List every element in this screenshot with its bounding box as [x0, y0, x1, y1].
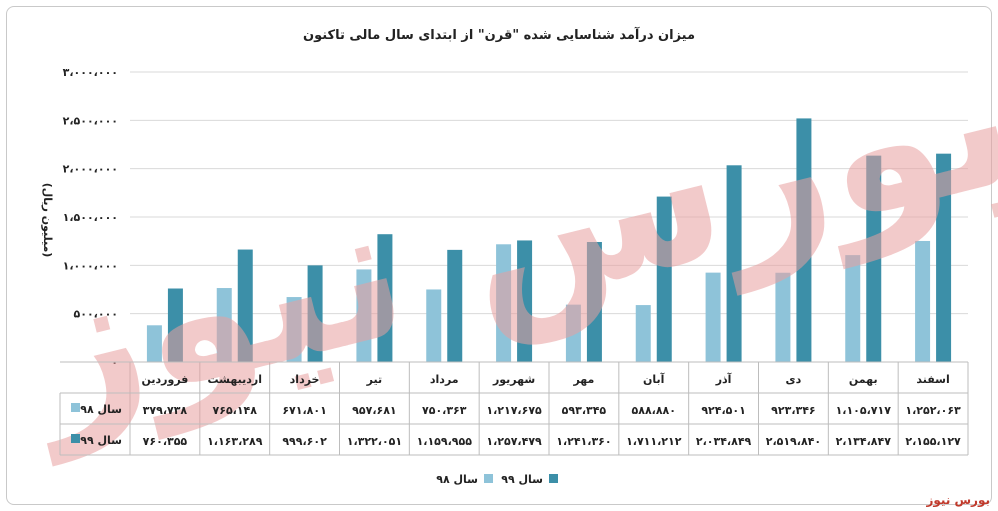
y-axis-label: (میلیون ریال)	[41, 183, 54, 258]
data-label: ۲،۰۳۴،۸۴۹	[696, 435, 752, 448]
data-label: ۲،۱۵۵،۱۲۷	[905, 435, 961, 448]
category-label: آذر	[715, 372, 732, 386]
chart-title: میزان درآمد شناسایی شده "قرن" از ابتدای …	[303, 26, 695, 43]
bar-98-3	[356, 269, 372, 362]
data-table: فروردین ۳۷۹،۷۳۸ ۷۶۰،۳۵۵ اردیبهشت ۷۶۵،۱۴۸ ۱،۱۶…	[59, 361, 968, 456]
legend-label: سال ۹۹	[501, 473, 543, 486]
bar-98-0	[146, 325, 162, 362]
legend: سال ۹۹ سال ۹۸	[436, 473, 558, 486]
data-label: ۱،۱۰۵،۷۱۷	[836, 404, 892, 417]
data-label: ۹۲۳،۳۴۶	[771, 404, 815, 417]
bar-99-3	[377, 234, 393, 362]
y-tick-label: ۱،۵۰۰،۰۰۰	[63, 211, 118, 224]
bar-99-7	[656, 196, 672, 362]
data-label: ۳۷۹،۷۳۸	[143, 404, 188, 417]
bar-98-5	[496, 244, 512, 362]
bar-98-6	[565, 304, 581, 362]
data-label: ۹۹۹،۶۰۲	[282, 435, 327, 448]
row-header-label: سال ۹۸	[80, 403, 122, 416]
data-label: ۱،۱۶۳،۲۸۹	[207, 435, 263, 448]
bar-99-1	[237, 249, 253, 362]
y-tick-label: ۲،۰۰۰،۰۰۰	[63, 163, 118, 176]
bar-98-8	[705, 272, 721, 362]
data-label: ۵۹۳،۳۴۵	[562, 404, 607, 417]
category-label: بهمن	[849, 373, 878, 386]
category-label: آبان	[643, 372, 665, 386]
brand-logo: بورس نیوز	[926, 493, 990, 507]
data-label: ۱،۲۴۱،۳۶۰	[556, 435, 611, 448]
bars	[146, 118, 952, 362]
bar-99-11	[936, 153, 952, 362]
data-label: ۷۵۰،۳۶۳	[422, 404, 467, 417]
y-tick-label: ۵۰۰،۰۰۰	[74, 308, 118, 321]
y-tick-label: ۲،۵۰۰،۰۰۰	[63, 114, 118, 127]
data-label: ۷۶۰،۳۵۵	[143, 435, 188, 448]
bar-99-9	[796, 118, 812, 362]
row-key-swatch	[71, 403, 80, 412]
bar-98-9	[775, 272, 791, 362]
bar-99-6	[586, 242, 602, 362]
data-label: ۱،۷۱۱،۲۱۲	[626, 435, 682, 448]
bar-98-1	[216, 288, 232, 362]
data-label: ۷۶۵،۱۴۸	[213, 404, 258, 417]
data-label: ۹۵۷،۶۸۱	[352, 404, 396, 417]
category-label: مرداد	[430, 373, 459, 386]
data-label: ۱،۲۱۷،۶۷۵	[486, 404, 542, 417]
watermark-text: بورس نیوز	[0, 6, 998, 468]
row-key-swatch	[71, 434, 80, 443]
category-label: شهریور	[492, 373, 535, 386]
legend-swatch	[549, 474, 558, 483]
bar-98-4	[426, 289, 442, 362]
category-label: تیر	[366, 373, 382, 386]
bar-99-5	[517, 240, 533, 362]
bar-99-10	[866, 155, 882, 362]
bar-98-11	[915, 240, 931, 362]
y-tick-label: ۱،۰۰۰،۰۰۰	[63, 259, 118, 272]
category-label: اسفند	[916, 373, 949, 386]
bar-99-2	[307, 265, 323, 362]
category-label: خرداد	[290, 373, 320, 386]
category-label: مهر	[572, 373, 594, 386]
watermark-logo: بورس نیوز	[0, 6, 998, 468]
data-label: ۱،۳۲۲،۰۵۱	[347, 435, 402, 448]
legend-swatch	[484, 474, 493, 483]
bar-98-7	[635, 305, 651, 362]
data-label: ۲،۱۳۴،۸۴۷	[836, 435, 892, 448]
y-tick-label: ۳،۰۰۰،۰۰۰	[63, 66, 118, 79]
row-header-label: سال ۹۹	[80, 434, 122, 447]
bar-99-4	[447, 249, 463, 362]
data-label: ۱،۲۵۲،۰۶۳	[905, 404, 961, 417]
data-label: ۵۸۸،۸۸۰	[632, 404, 676, 417]
data-label: ۱،۱۵۹،۹۵۵	[417, 435, 473, 448]
bar-98-2	[286, 297, 302, 362]
bar-99-8	[726, 165, 742, 362]
data-label: ۲،۵۱۹،۸۴۰	[766, 435, 821, 448]
category-label: اردیبهشت	[208, 373, 262, 386]
legend-label: سال ۹۸	[436, 473, 478, 486]
bar-98-10	[845, 255, 861, 362]
data-label: ۹۲۴،۵۰۱	[701, 404, 745, 417]
category-label: دی	[786, 373, 802, 386]
category-label: فروردین	[141, 373, 188, 386]
data-label: ۱،۲۵۷،۴۷۹	[486, 435, 542, 448]
bar-99-0	[167, 288, 183, 362]
data-label: ۶۷۱،۸۰۱	[282, 404, 326, 417]
